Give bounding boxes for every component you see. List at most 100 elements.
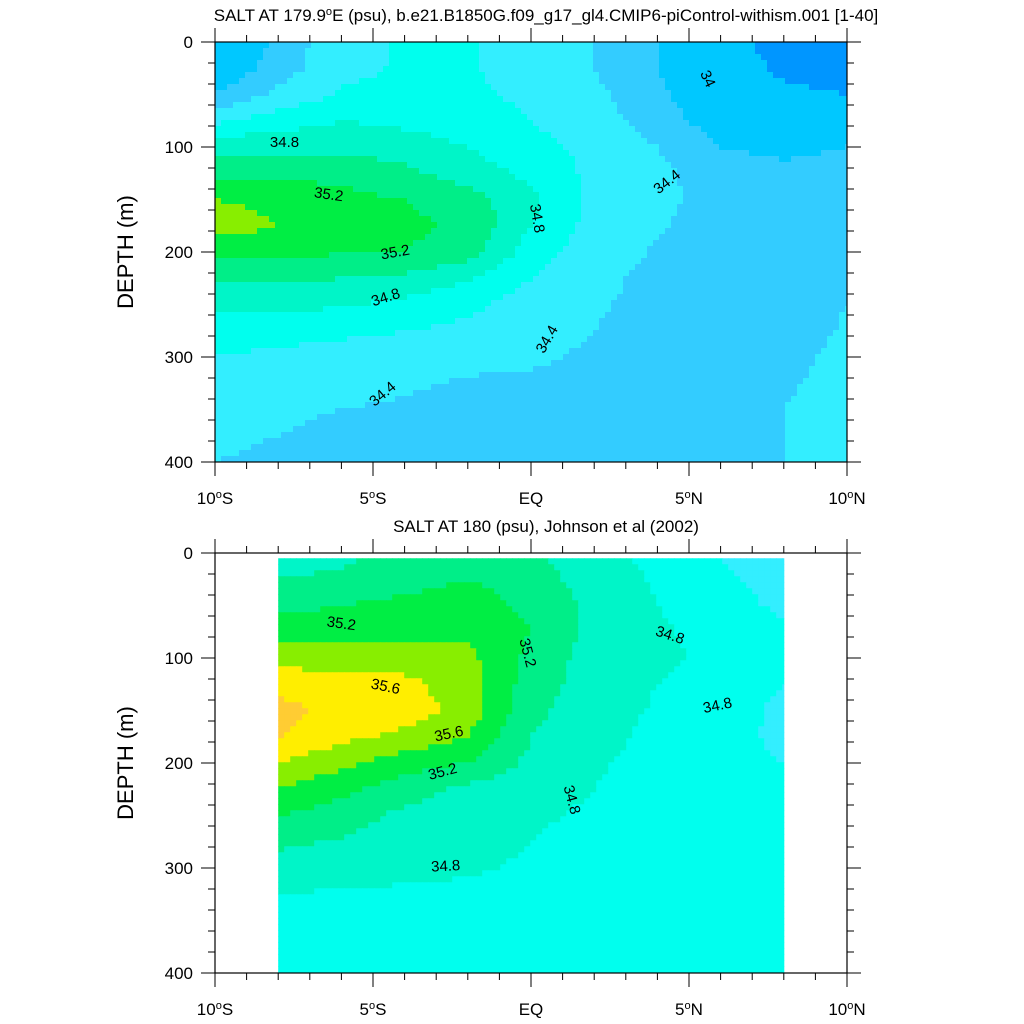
- salinity-cell: [485, 72, 492, 79]
- salinity-cell: [749, 234, 756, 241]
- salinity-cell: [539, 234, 546, 241]
- salinity-cell: [335, 180, 342, 187]
- salinity-cell: [605, 90, 612, 97]
- salinity-cell: [767, 78, 774, 85]
- salinity-cell: [611, 210, 618, 217]
- salinity-cell: [353, 114, 360, 121]
- salinity-cell: [833, 192, 840, 199]
- salinity-cell: [491, 102, 498, 109]
- salinity-cell: [695, 84, 702, 91]
- salinity-cell: [263, 48, 270, 55]
- salinity-cell: [563, 174, 570, 181]
- salinity-cell: [821, 192, 828, 199]
- salinity-cell: [809, 72, 816, 79]
- salinity-cell: [707, 288, 714, 295]
- salinity-cell: [581, 312, 588, 319]
- salinity-cell: [677, 246, 684, 253]
- salinity-cell: [467, 42, 474, 49]
- salinity-cell: [581, 258, 588, 265]
- salinity-cell: [797, 186, 804, 193]
- salinity-cell: [665, 300, 672, 307]
- salinity-cell: [275, 258, 282, 265]
- salinity-cell: [827, 222, 834, 229]
- salinity-cell: [797, 120, 804, 127]
- salinity-cell: [497, 264, 504, 271]
- salinity-cell: [233, 306, 240, 313]
- salinity-cell: [413, 258, 420, 265]
- salinity-cell: [701, 210, 708, 217]
- salinity-cell: [491, 192, 498, 199]
- salinity-cell: [659, 300, 666, 307]
- salinity-cell: [593, 96, 600, 103]
- salinity-cell: [437, 198, 444, 205]
- salinity-cell: [221, 84, 228, 91]
- salinity-cell: [473, 72, 480, 79]
- salinity-cell: [647, 234, 654, 241]
- salinity-cell: [605, 174, 612, 181]
- salinity-cell: [269, 186, 276, 193]
- salinity-cell: [527, 126, 534, 133]
- salinity-cell: [539, 102, 546, 109]
- salinity-cell: [845, 72, 848, 79]
- salinity-cell: [293, 240, 300, 247]
- salinity-cell: [221, 300, 228, 307]
- salinity-cell: [473, 96, 480, 103]
- salinity-cell: [419, 300, 426, 307]
- salinity-cell: [233, 162, 240, 169]
- salinity-cell: [743, 228, 750, 235]
- salinity-cell: [305, 204, 312, 211]
- salinity-cell: [233, 84, 240, 91]
- salinity-cell: [461, 282, 468, 289]
- salinity-cell: [815, 114, 822, 121]
- salinity-cell: [311, 84, 318, 91]
- salinity-cell: [419, 138, 426, 145]
- salinity-cell: [425, 126, 432, 133]
- salinity-cell: [287, 198, 294, 205]
- salinity-cell: [479, 318, 486, 325]
- salinity-cell: [437, 252, 444, 259]
- salinity-cell: [785, 156, 792, 163]
- salinity-cell: [725, 102, 732, 109]
- salinity-cell: [827, 90, 834, 97]
- salinity-cell: [257, 192, 264, 199]
- salinity-cell: [401, 114, 408, 121]
- salinity-cell: [719, 210, 726, 217]
- salinity-cell: [233, 174, 240, 181]
- salinity-cell: [431, 312, 438, 319]
- salinity-cell: [341, 168, 348, 175]
- salinity-cell: [665, 96, 672, 103]
- salinity-cell: [599, 66, 606, 73]
- salinity-cell: [665, 216, 672, 223]
- salinity-cell: [551, 198, 558, 205]
- salinity-cell: [491, 144, 498, 151]
- salinity-cell: [539, 264, 546, 271]
- salinity-cell: [611, 138, 618, 145]
- salinity-cell: [269, 234, 276, 241]
- salinity-cell: [389, 54, 396, 61]
- salinity-cell: [215, 180, 222, 187]
- salinity-cell: [593, 54, 600, 61]
- salinity-cell: [329, 288, 336, 295]
- salinity-cell: [401, 138, 408, 145]
- salinity-cell: [353, 282, 360, 289]
- salinity-cell: [305, 108, 312, 115]
- salinity-cell: [365, 240, 372, 247]
- salinity-cell: [227, 198, 234, 205]
- salinity-cell: [443, 210, 450, 217]
- salinity-cell: [281, 216, 288, 223]
- salinity-cell: [527, 180, 534, 187]
- salinity-cell: [551, 96, 558, 103]
- salinity-cell: [455, 60, 462, 67]
- salinity-cell: [551, 234, 558, 241]
- salinity-cell: [461, 156, 468, 163]
- salinity-cell: [527, 240, 534, 247]
- salinity-cell: [317, 228, 324, 235]
- salinity-cell: [557, 108, 564, 115]
- salinity-cell: [281, 108, 288, 115]
- salinity-cell: [467, 96, 474, 103]
- salinity-cell: [551, 312, 558, 319]
- salinity-cell: [323, 234, 330, 241]
- salinity-cell: [695, 186, 702, 193]
- salinity-cell: [713, 288, 720, 295]
- salinity-cell: [809, 66, 816, 73]
